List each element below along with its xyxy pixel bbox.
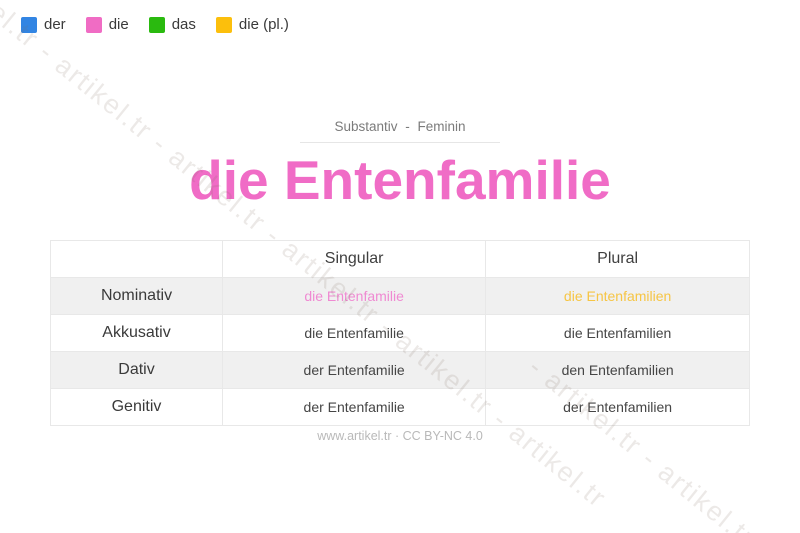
akkusativ-singular-value: die Entenfamilie <box>222 314 487 352</box>
case-label: Nominativ <box>49 277 224 315</box>
das-color-swatch-icon <box>148 16 165 33</box>
legend-item-das: das <box>148 16 196 33</box>
legend-item-der: der <box>21 16 66 33</box>
akkusativ-plural-value: die Entenfamilien <box>485 314 750 352</box>
header-plural: Plural <box>485 240 750 278</box>
footer-credit: www.artikel.tr · CC BY-NC 4.0 <box>317 429 483 443</box>
word-type-subtitle: Substantiv - Feminin <box>334 119 466 134</box>
legend-item-die: die <box>85 16 129 33</box>
declension-table: Singular Plural Nominativ die Entenfamil… <box>49 240 750 426</box>
der-color-swatch-icon <box>21 16 37 33</box>
legend-item-die-plural: die (pl.) <box>215 16 289 33</box>
nominativ-plural-value: die Entenfamilien <box>485 277 750 315</box>
table-row-genitiv: Genitiv der Entenfamilie der Entenfamili… <box>49 388 750 426</box>
table-row-akkusativ: Akkusativ die Entenfamilie die Entenfami… <box>49 314 750 352</box>
table-row-nominativ: Nominativ die Entenfamilie die Entenfami… <box>49 277 750 315</box>
subtitle-divider <box>300 142 500 143</box>
dativ-plural-value: den Entenfamilien <box>485 351 750 389</box>
page-title: die Entenfamilie <box>189 149 611 211</box>
case-label: Dativ <box>49 351 224 389</box>
die-color-swatch-icon <box>85 16 102 33</box>
legend-label-die-plural: die (pl.) <box>238 16 289 33</box>
table-header-row: Singular Plural <box>49 240 750 278</box>
dativ-singular-value: der Entenfamilie <box>222 351 487 389</box>
header-empty-cell <box>49 240 224 278</box>
table-row-dativ: Dativ der Entenfamilie den Entenfamilien <box>49 351 750 389</box>
genitiv-plural-value: der Entenfamilien <box>485 388 750 426</box>
header-singular: Singular <box>222 240 487 278</box>
article-color-legend: der die das die (pl.) <box>21 16 289 33</box>
legend-label-die: die <box>108 16 129 33</box>
genitiv-singular-value: der Entenfamilie <box>222 388 487 426</box>
legend-label-das: das <box>171 16 196 33</box>
case-label: Akkusativ <box>49 314 224 352</box>
nominativ-singular-value: die Entenfamilie <box>222 277 487 315</box>
die-plural-color-swatch-icon <box>215 16 232 33</box>
legend-label-der: der <box>44 16 66 33</box>
case-label: Genitiv <box>49 388 224 426</box>
